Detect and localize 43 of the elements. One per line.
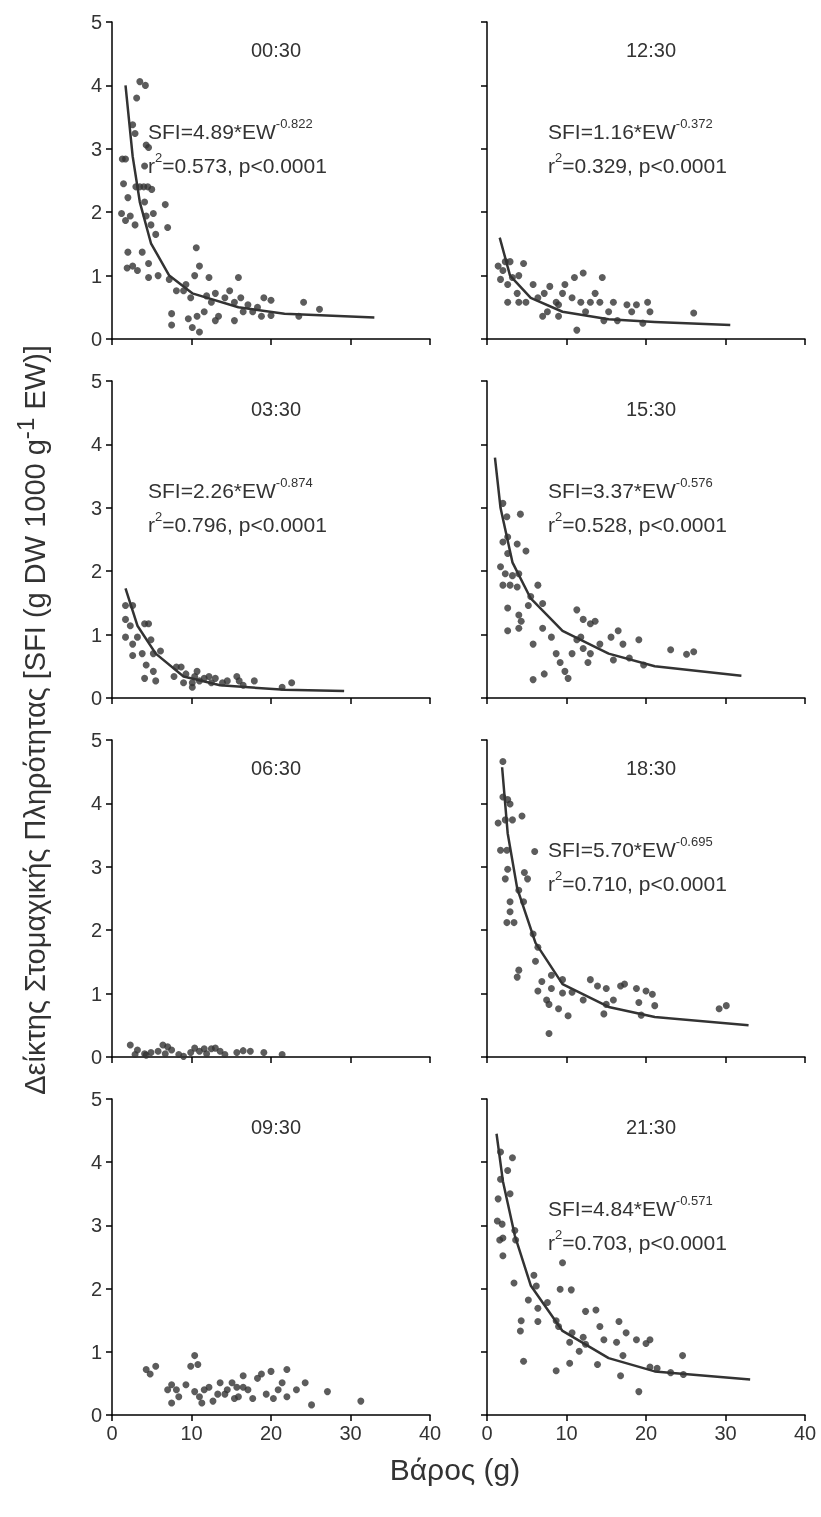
text: 12:30 — [625, 39, 677, 61]
text: 21:30 — [625, 1116, 677, 1138]
y-tick-label: 1 — [90, 264, 102, 287]
y-tick-label: 2 — [90, 560, 102, 583]
y-tick-label: 5 — [90, 11, 102, 33]
y-tick-label: 5 — [90, 1088, 102, 1110]
x-tick-label: 10 — [180, 1422, 203, 1444]
x-axis-title: Βάρος (g) — [389, 1453, 521, 1487]
text: 06:30 — [250, 757, 302, 779]
x-tick-label: 20 — [634, 1422, 658, 1444]
y-tick-label: 0 — [90, 328, 102, 350]
y-tick-label: 3 — [90, 855, 102, 878]
text: 00:30 — [250, 39, 302, 61]
y-tick-label: 1 — [90, 982, 102, 1005]
y-tick-label: 5 — [90, 370, 102, 392]
y-tick-label: 3 — [90, 137, 102, 160]
y-tick-label: 4 — [90, 1151, 102, 1174]
x-tick-label: 0 — [481, 1422, 493, 1444]
text: 09:30 — [250, 1116, 302, 1138]
y-tick-label: 0 — [90, 1046, 102, 1068]
y-tick-label: 0 — [90, 1404, 102, 1426]
x-tick-label: 40 — [793, 1422, 817, 1444]
y-tick-label: 5 — [90, 729, 102, 751]
y-tick-label: 3 — [90, 496, 102, 519]
y-tick-label: 4 — [90, 433, 102, 456]
y-tick-label: 3 — [90, 1214, 102, 1237]
text: 15:30 — [625, 398, 677, 420]
x-tick-label: 20 — [259, 1422, 283, 1444]
text: 03:30 — [250, 398, 302, 420]
x-tick-label: 0 — [106, 1422, 118, 1444]
y-tick-label: 2 — [90, 919, 102, 942]
y-tick-label: 1 — [90, 1340, 102, 1363]
y-tick-label: 4 — [90, 792, 102, 815]
text: 18:30 — [625, 757, 677, 779]
y-tick-label: 0 — [90, 687, 102, 709]
y-tick-label: 2 — [90, 1277, 102, 1300]
x-tick-label: 40 — [418, 1422, 442, 1444]
y-tick-label: 1 — [90, 623, 102, 646]
y-tick-label: 4 — [90, 74, 102, 97]
x-tick-label: 30 — [339, 1422, 362, 1444]
x-tick-label: 30 — [714, 1422, 737, 1444]
x-tick-label: 10 — [555, 1422, 578, 1444]
y-tick-label: 2 — [90, 201, 102, 224]
